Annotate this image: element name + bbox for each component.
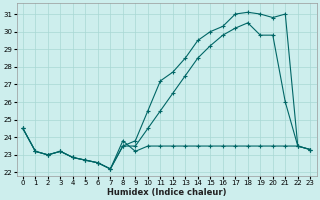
X-axis label: Humidex (Indice chaleur): Humidex (Indice chaleur) — [107, 188, 226, 197]
